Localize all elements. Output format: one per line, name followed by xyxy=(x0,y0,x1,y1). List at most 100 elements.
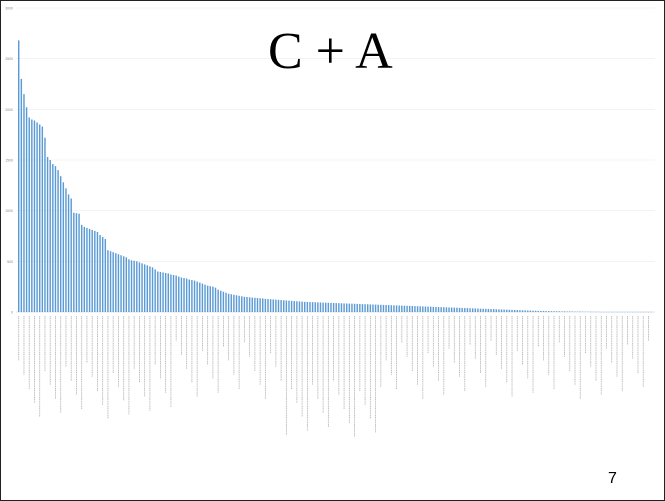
bar xyxy=(99,234,101,312)
bar xyxy=(164,272,167,312)
bar xyxy=(545,311,547,312)
bar xyxy=(154,269,156,312)
bar xyxy=(563,311,566,312)
bar xyxy=(254,297,256,312)
bar xyxy=(199,282,201,312)
bar xyxy=(506,309,508,312)
bar xyxy=(427,306,429,312)
bar xyxy=(524,310,526,312)
bar xyxy=(296,301,298,312)
bar xyxy=(122,256,125,312)
bar xyxy=(487,308,490,312)
bar xyxy=(540,310,542,312)
bar xyxy=(204,284,206,312)
bar xyxy=(180,277,183,312)
bar xyxy=(553,311,555,312)
bar xyxy=(359,303,361,312)
bar xyxy=(80,224,83,312)
bar xyxy=(317,302,319,312)
bar xyxy=(130,260,133,312)
bar xyxy=(301,301,303,312)
bar xyxy=(466,308,469,312)
bar xyxy=(138,262,141,312)
bar xyxy=(416,306,419,312)
bar xyxy=(33,120,36,312)
bar xyxy=(479,308,482,312)
bar xyxy=(18,40,20,313)
bar xyxy=(335,303,337,312)
bar xyxy=(101,237,104,312)
bar xyxy=(20,78,23,313)
y-tick-label: 2000 xyxy=(5,108,13,112)
bar xyxy=(225,292,227,312)
bar xyxy=(31,119,33,312)
bar xyxy=(372,304,374,312)
bar xyxy=(241,296,243,312)
bar xyxy=(146,265,149,312)
bar xyxy=(398,305,400,312)
bar xyxy=(149,266,151,312)
bar xyxy=(167,273,170,312)
bar xyxy=(141,263,143,312)
bar xyxy=(220,290,222,312)
bar xyxy=(290,300,293,312)
bar xyxy=(52,164,54,312)
bar xyxy=(364,304,366,312)
bar xyxy=(125,257,128,312)
bar xyxy=(86,227,88,312)
bar xyxy=(435,306,437,312)
bar xyxy=(414,306,416,312)
bar xyxy=(542,310,545,312)
bar xyxy=(104,239,107,312)
bar xyxy=(406,305,408,312)
bar xyxy=(348,303,351,312)
bar xyxy=(385,305,387,312)
bar xyxy=(309,302,311,312)
bar xyxy=(495,309,497,312)
bar xyxy=(437,307,440,312)
bar xyxy=(117,254,120,312)
bar xyxy=(338,303,340,312)
bar xyxy=(280,300,282,312)
bar xyxy=(62,182,65,312)
bar xyxy=(170,274,172,312)
bar xyxy=(212,286,214,312)
bar xyxy=(527,310,529,312)
bar xyxy=(151,267,154,312)
bar xyxy=(566,311,568,312)
bar xyxy=(390,305,393,312)
bar xyxy=(450,307,453,312)
bar xyxy=(340,303,343,312)
bar xyxy=(109,251,112,312)
bar xyxy=(206,285,209,312)
bar xyxy=(366,304,369,312)
bar xyxy=(28,117,30,312)
bar xyxy=(94,230,96,312)
bar xyxy=(332,302,335,312)
bar xyxy=(275,299,277,312)
y-tick-label: 1000 xyxy=(5,209,13,213)
bar xyxy=(222,291,225,312)
bar xyxy=(75,213,78,312)
bar xyxy=(314,302,316,312)
bar xyxy=(267,299,269,312)
bar xyxy=(503,309,505,312)
bar xyxy=(393,305,395,312)
bar xyxy=(227,293,230,312)
bar xyxy=(456,307,458,312)
bar xyxy=(209,286,211,312)
bar xyxy=(411,306,414,312)
bar xyxy=(185,278,188,312)
bar xyxy=(172,275,175,312)
bar xyxy=(49,160,51,312)
bar xyxy=(96,231,99,312)
bar xyxy=(217,289,219,312)
bar xyxy=(243,296,246,312)
bar xyxy=(498,309,500,312)
bar xyxy=(70,198,72,312)
bar xyxy=(500,309,503,312)
bar xyxy=(136,261,138,312)
bar xyxy=(78,213,80,312)
bar xyxy=(38,124,41,312)
bar xyxy=(319,302,322,312)
